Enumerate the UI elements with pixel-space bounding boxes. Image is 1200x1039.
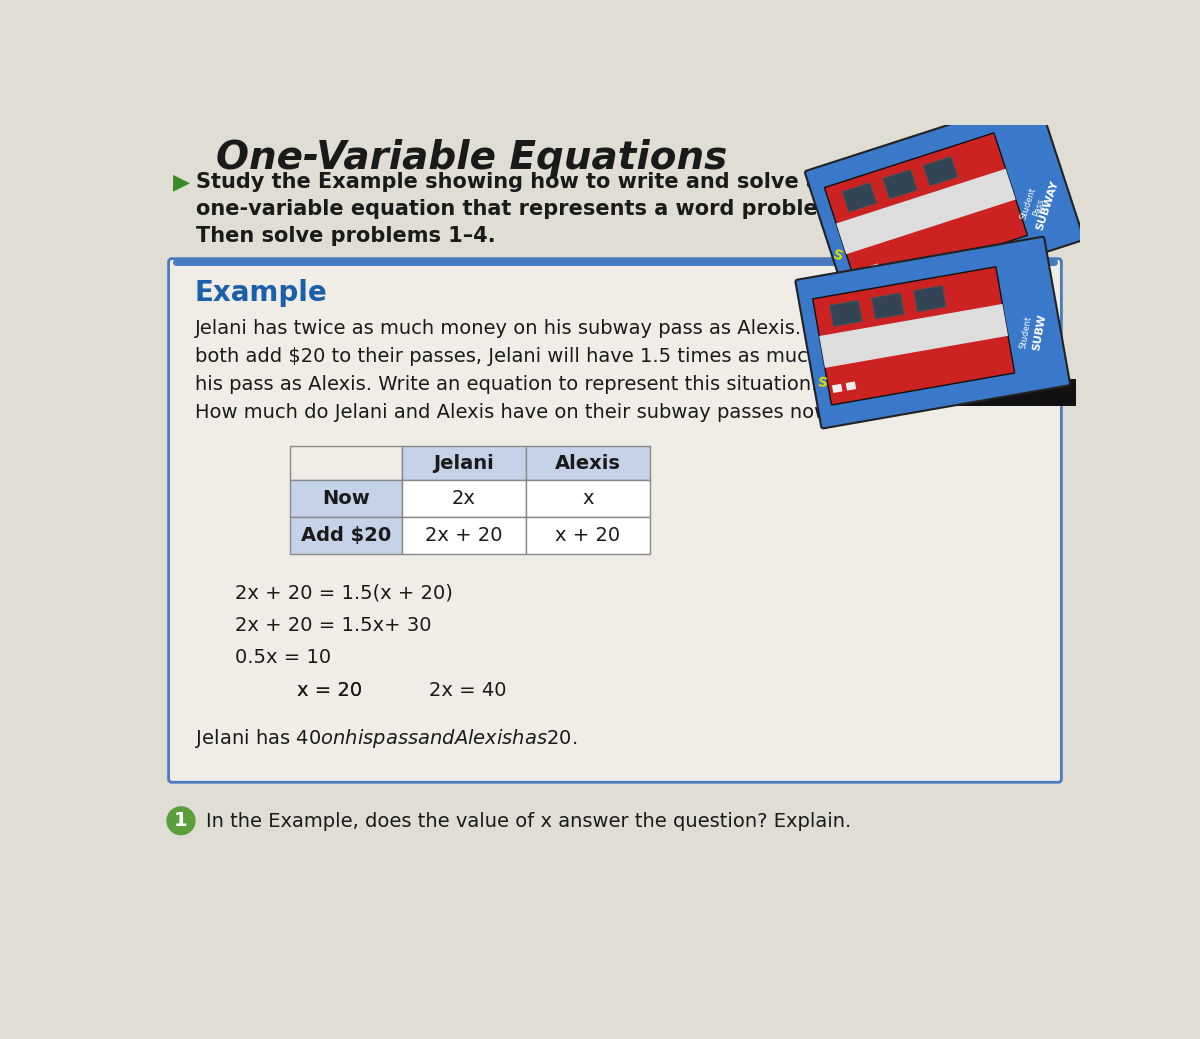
Bar [820,304,1008,368]
Bar [289,446,402,480]
Bar [856,268,866,277]
Bar [832,383,842,393]
Bar [842,183,877,212]
Text: Student
Pass: Student Pass [1019,187,1048,224]
Bar [526,480,650,517]
Bar [812,267,1015,405]
Bar [824,133,1027,290]
FancyBboxPatch shape [805,97,1084,315]
Bar [869,264,880,273]
Text: x + 20: x + 20 [556,527,620,545]
Text: both add $20 to their passes, Jelani will have 1.5 times as much on: both add $20 to their passes, Jelani wil… [194,347,851,366]
Bar [882,169,917,199]
Text: How much do Jelani and Alexis have on their subway passes now?: How much do Jelani and Alexis have on th… [194,403,840,422]
Text: Alexis: Alexis [554,454,620,473]
Text: 0.5x = 10: 0.5x = 10 [235,648,331,667]
Text: ▶: ▶ [173,172,191,192]
Text: his pass as Alexis. Write an equation to represent this situation.: his pass as Alexis. Write an equation to… [194,375,817,394]
Bar [829,300,863,326]
Circle shape [167,807,194,834]
Bar [871,293,905,319]
Text: One-Variable Equations: One-Variable Equations [216,138,727,177]
Text: 2x + 20 = 1.5(x + 20): 2x + 20 = 1.5(x + 20) [235,584,454,603]
Text: Jelani: Jelani [433,454,494,473]
FancyBboxPatch shape [796,237,1070,428]
Bar [836,168,1015,255]
Bar [913,286,947,312]
Text: S: S [816,375,829,391]
Text: S: S [832,247,845,264]
Text: Then solve problems 1–4.: Then solve problems 1–4. [197,227,496,246]
Text: x = 20: x = 20 [298,681,362,699]
Text: 2x + 20 = 1.5x+ 30: 2x + 20 = 1.5x+ 30 [235,616,432,635]
Text: 2x: 2x [452,489,476,508]
Text: Study the Example showing how to write and solve a: Study the Example showing how to write a… [197,172,821,192]
Text: 2x + 20: 2x + 20 [425,527,503,545]
Text: Student: Student [1019,316,1033,350]
Text: Jelani has $40 on his pass and Alexis has $20.: Jelani has $40 on his pass and Alexis ha… [194,727,577,750]
Bar [402,517,526,555]
Text: Example: Example [194,278,328,307]
Bar [526,446,650,480]
Text: 1: 1 [174,811,188,830]
Bar [402,480,526,517]
Bar [289,480,402,517]
Text: x: x [582,489,594,508]
Bar [289,517,402,555]
Text: Now: Now [322,489,370,508]
Bar [526,517,650,555]
FancyBboxPatch shape [168,259,1062,782]
Bar [402,446,526,480]
Bar [846,381,856,391]
Text: SUBWAY: SUBWAY [1034,180,1061,232]
Text: SUBW: SUBW [1032,314,1048,351]
Text: Jelani has twice as much money on his subway pass as Alexis. If they: Jelani has twice as much money on his su… [194,319,870,339]
Bar [923,157,958,186]
Text: Add $20: Add $20 [300,527,391,545]
Text: In the Example, does the value of x answer the question? Explain.: In the Example, does the value of x answ… [206,811,851,830]
Text: 2x = 40: 2x = 40 [430,681,506,699]
Bar [847,379,1076,406]
Text: one-variable equation that represents a word problem.: one-variable equation that represents a … [197,199,848,219]
Text: x = 20: x = 20 [298,681,362,699]
